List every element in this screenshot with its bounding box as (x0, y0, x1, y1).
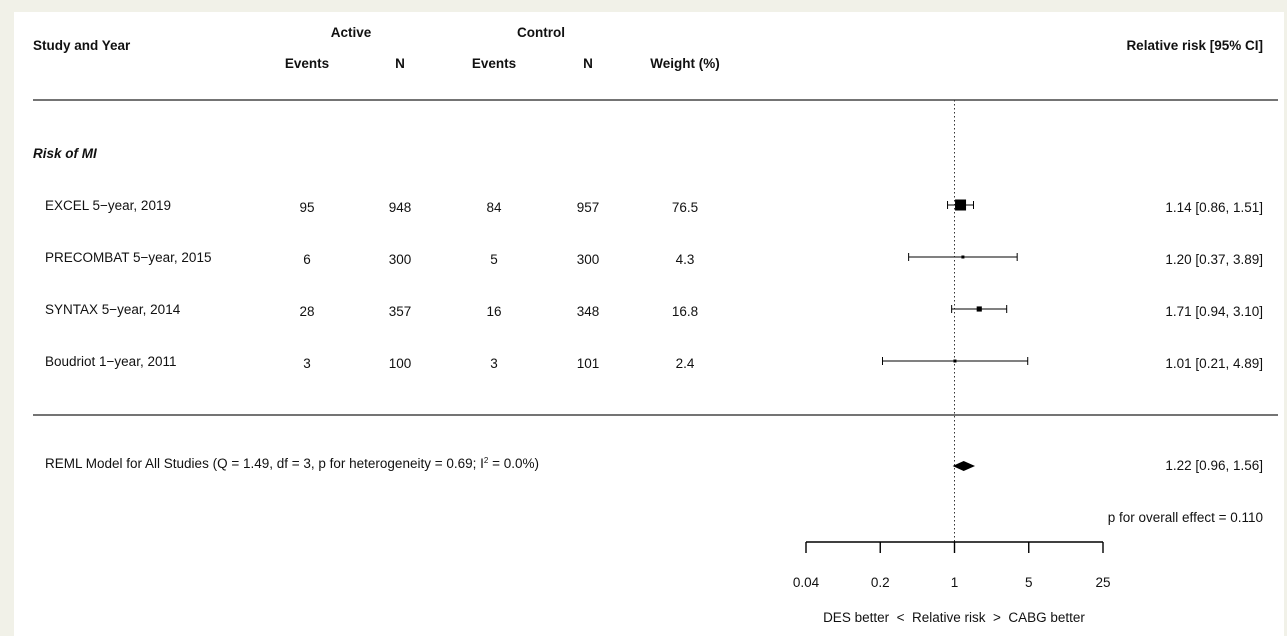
study-label: PRECOMBAT 5−year, 2015 (45, 250, 211, 265)
control-n: 300 (577, 252, 600, 267)
study-label: Boudriot 1−year, 2011 (45, 354, 176, 369)
study-row: SYNTAX 5−year, 2014 28 357 16 348 16.8 1… (45, 302, 1263, 319)
control-events: 84 (486, 200, 502, 215)
header-weight: Weight (%) (650, 56, 720, 71)
control-events: 16 (486, 304, 501, 319)
summary-diamond (952, 461, 976, 471)
study-row: Boudriot 1−year, 2011 3 100 3 101 2.4 1.… (45, 354, 1263, 371)
weight: 2.4 (676, 356, 695, 371)
x-axis-label: DES better < Relative risk > CABG better (823, 610, 1085, 625)
header-control-n: N (583, 56, 593, 71)
weight: 76.5 (672, 200, 698, 215)
active-events: 6 (303, 252, 311, 267)
weight: 4.3 (676, 252, 695, 267)
header-study: Study and Year (33, 38, 131, 53)
group-label: Risk of MI (33, 146, 97, 161)
summary-label-suffix: = 0.0%) (488, 456, 539, 471)
header-active-group: Active (331, 25, 372, 40)
x-tick-label: 1 (951, 575, 959, 590)
forest-plot: Study and Year Active Control Events N E… (33, 25, 1278, 625)
study-row: PRECOMBAT 5−year, 2015 6 300 5 300 4.3 1… (45, 250, 1263, 267)
active-events: 95 (299, 200, 314, 215)
x-tick-label: 0.2 (871, 575, 890, 590)
header-control-events: Events (472, 56, 516, 71)
control-n: 101 (577, 356, 600, 371)
control-n: 348 (577, 304, 600, 319)
header-control-group: Control (517, 25, 565, 40)
active-n: 300 (389, 252, 412, 267)
point-estimate-square (955, 199, 967, 211)
point-estimate-square (953, 359, 957, 363)
control-events: 3 (490, 356, 498, 371)
active-events: 3 (303, 356, 311, 371)
summary-label-prefix: REML Model for All Studies (Q = 1.49, df… (45, 456, 484, 471)
x-tick-label: 0.04 (793, 575, 820, 590)
plot-panel: Study and Year Active Control Events N E… (14, 12, 1284, 636)
active-n: 357 (389, 304, 412, 319)
x-tick-label: 25 (1095, 575, 1110, 590)
ci-text: 1.01 [0.21, 4.89] (1165, 356, 1263, 371)
forest-marks (882, 100, 1029, 548)
active-n: 948 (389, 200, 412, 215)
ci-text: 1.14 [0.86, 1.51] (1165, 200, 1263, 215)
overall-effect: p for overall effect = 0.110 (1108, 510, 1263, 525)
control-n: 957 (577, 200, 600, 215)
study-label: SYNTAX 5−year, 2014 (45, 302, 181, 317)
point-estimate-square (976, 306, 982, 312)
study-row: EXCEL 5−year, 2019 95 948 84 957 76.5 1.… (45, 198, 1263, 215)
ci-text: 1.20 [0.37, 3.89] (1165, 252, 1263, 267)
summary-ci-text: 1.22 [0.96, 1.56] (1165, 458, 1263, 473)
summary-label-superscript: 2 (484, 456, 489, 465)
ci-text: 1.71 [0.94, 3.10] (1165, 304, 1263, 319)
weight: 16.8 (672, 304, 698, 319)
active-n: 100 (389, 356, 412, 371)
study-label: EXCEL 5−year, 2019 (45, 198, 171, 213)
control-events: 5 (490, 252, 498, 267)
header-active-n: N (395, 56, 405, 71)
x-tick-label: 5 (1025, 575, 1033, 590)
header-active-events: Events (285, 56, 329, 71)
header-estimate: Relative risk [95% CI] (1126, 38, 1263, 53)
summary-label: REML Model for All Studies (Q = 1.49, df… (45, 456, 539, 471)
point-estimate-square (961, 255, 965, 259)
active-events: 28 (299, 304, 314, 319)
x-axis: 0.04 0.2 1 5 25 (793, 541, 1111, 590)
